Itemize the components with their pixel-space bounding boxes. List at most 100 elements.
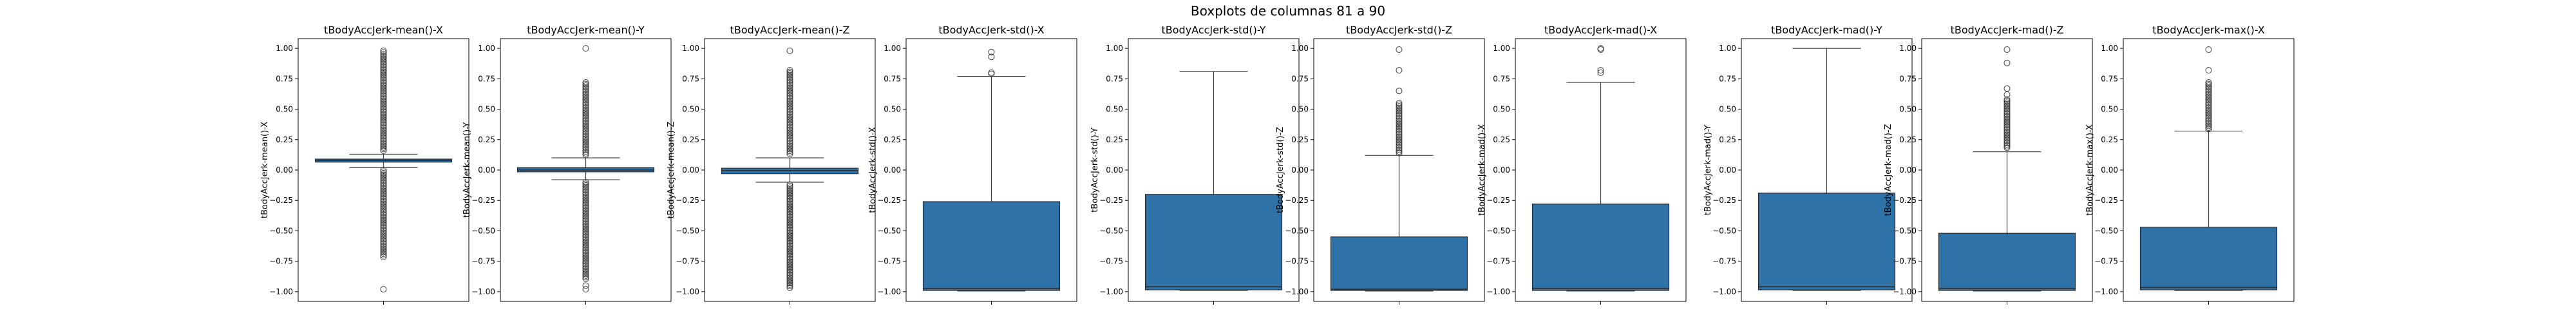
y-tick-label: 0.50: [478, 105, 495, 114]
outlier-point: [380, 136, 387, 143]
outlier-point: [582, 264, 589, 271]
y-tick-label: −0.25: [1712, 196, 1736, 205]
outlier-point: [582, 187, 589, 194]
outlier-point: [786, 133, 793, 140]
y-tick-label: 1.00: [1719, 44, 1736, 53]
outlier-point: [582, 102, 589, 108]
outlier-point: [786, 151, 793, 158]
outlier-point: [582, 261, 589, 268]
iqr-box: [1757, 193, 1896, 290]
panel-title: tBodyAccJerk-max()-X: [2152, 24, 2264, 36]
outlier-point: [786, 251, 793, 258]
outlier-point: [380, 107, 387, 114]
panel-title: tBodyAccJerk-mad()-X: [1544, 24, 1657, 36]
outlier-point: [582, 196, 589, 204]
outlier-point: [582, 138, 589, 146]
outlier-point: [582, 191, 589, 198]
outlier-point: [786, 104, 793, 111]
outlier-point: [786, 128, 793, 135]
outlier-point: [380, 225, 387, 231]
outlier-point: [380, 63, 387, 70]
outlier-point: [786, 93, 793, 100]
y-tick-label: −0.50: [1712, 226, 1736, 235]
outlier-point: [786, 245, 793, 252]
outlier-point: [1396, 114, 1403, 121]
outlier-point: [2003, 139, 2011, 146]
outlier-point: [582, 79, 589, 86]
panel-7: tBodyAccJerk-mad()-X tBodyAccJerk-mad()-X…: [1477, 24, 1687, 305]
outlier-point: [786, 71, 793, 79]
outlier-point: [380, 53, 387, 61]
y-tick-label: −1.00: [1285, 287, 1309, 296]
outlier-point: [786, 83, 793, 90]
outlier-point: [380, 187, 387, 194]
outlier-point: [786, 126, 793, 133]
outlier-point: [582, 232, 589, 239]
outlier-point: [786, 257, 793, 264]
outlier-point: [380, 242, 387, 249]
panel-title: tBodyAccJerk-std()-X: [938, 24, 1044, 36]
outlier-point: [582, 207, 589, 214]
outlier-point: [380, 229, 387, 236]
outlier-point: [1396, 109, 1403, 117]
y-tick-label: 0.75: [1106, 74, 1123, 83]
outlier-point: [380, 234, 387, 241]
y-tick-label: 1.00: [1493, 44, 1510, 53]
outlier-point: [1396, 129, 1403, 136]
outlier-point: [786, 271, 793, 278]
outlier-point: [1396, 140, 1403, 147]
outlier-point: [380, 146, 387, 153]
outlier-point: [380, 218, 387, 225]
outlier-point: [582, 109, 589, 117]
outlier-point: [380, 115, 387, 122]
outlier-point: [786, 218, 793, 225]
outlier-point: [2205, 118, 2212, 124]
y-tick-label: 0.50: [884, 105, 901, 114]
y-tick-label: −0.75: [471, 257, 495, 266]
outlier-point: [582, 147, 589, 153]
outlier-point: [380, 144, 387, 151]
outlier-point: [582, 217, 589, 224]
outlier-point: [2003, 123, 2011, 130]
y-tick-label: 0.00: [478, 166, 495, 175]
outlier-point: [2205, 46, 2212, 53]
outlier-point: [582, 80, 589, 88]
outlier-point: [582, 206, 589, 213]
outlier-point: [380, 244, 387, 251]
outlier-point: [380, 197, 387, 204]
y-tick-label: −1.00: [269, 287, 293, 296]
outlier-point: [380, 76, 387, 83]
y-axis-label: tBodyAccJerk-max()-X: [2085, 124, 2095, 216]
outlier-point: [988, 48, 995, 55]
outlier-point: [786, 88, 793, 95]
y-tick-label: −0.50: [471, 226, 495, 235]
panel-3: tBodyAccJerk-mean()-Z tBodyAccJerk-mean()…: [667, 24, 876, 305]
y-tick-label: 0.50: [1719, 105, 1736, 114]
y-axis-label: tBodyAccJerk-mean()-X: [260, 122, 270, 218]
outlier-point: [786, 187, 793, 194]
outlier-point: [786, 131, 793, 138]
outlier-point: [380, 94, 387, 101]
y-tick-label: −0.50: [877, 226, 901, 235]
outlier-point: [380, 70, 387, 77]
outlier-point: [582, 245, 589, 252]
outlier-point: [582, 256, 589, 263]
outlier-point: [380, 102, 387, 109]
outlier-point: [786, 273, 793, 280]
outlier-point: [380, 91, 387, 98]
outlier-point: [786, 265, 793, 272]
outlier-point: [380, 95, 387, 102]
outlier-point: [380, 212, 387, 218]
outlier-point: [380, 75, 387, 82]
outlier-point: [786, 204, 793, 211]
outlier-point: [582, 246, 589, 253]
outlier-point: [582, 185, 589, 192]
outlier-point: [582, 182, 589, 189]
outlier-point: [380, 184, 387, 191]
outlier-point: [2003, 102, 2011, 109]
outlier-point: [380, 222, 387, 228]
outlier-point: [582, 92, 589, 99]
outlier-point: [380, 97, 387, 104]
outlier-point: [380, 194, 387, 201]
y-tick-label: 1.00: [1291, 44, 1309, 53]
